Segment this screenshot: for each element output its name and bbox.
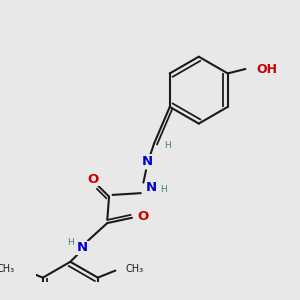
Text: CH₃: CH₃ bbox=[0, 264, 15, 274]
Text: OH: OH bbox=[257, 62, 278, 76]
Text: O: O bbox=[137, 209, 148, 223]
Text: O: O bbox=[88, 172, 99, 185]
Text: CH₃: CH₃ bbox=[126, 264, 144, 274]
Text: H: H bbox=[164, 141, 171, 150]
Text: H: H bbox=[160, 185, 167, 194]
Text: N: N bbox=[146, 182, 157, 194]
Text: H: H bbox=[67, 238, 74, 247]
Text: N: N bbox=[77, 241, 88, 254]
Text: N: N bbox=[141, 155, 152, 168]
